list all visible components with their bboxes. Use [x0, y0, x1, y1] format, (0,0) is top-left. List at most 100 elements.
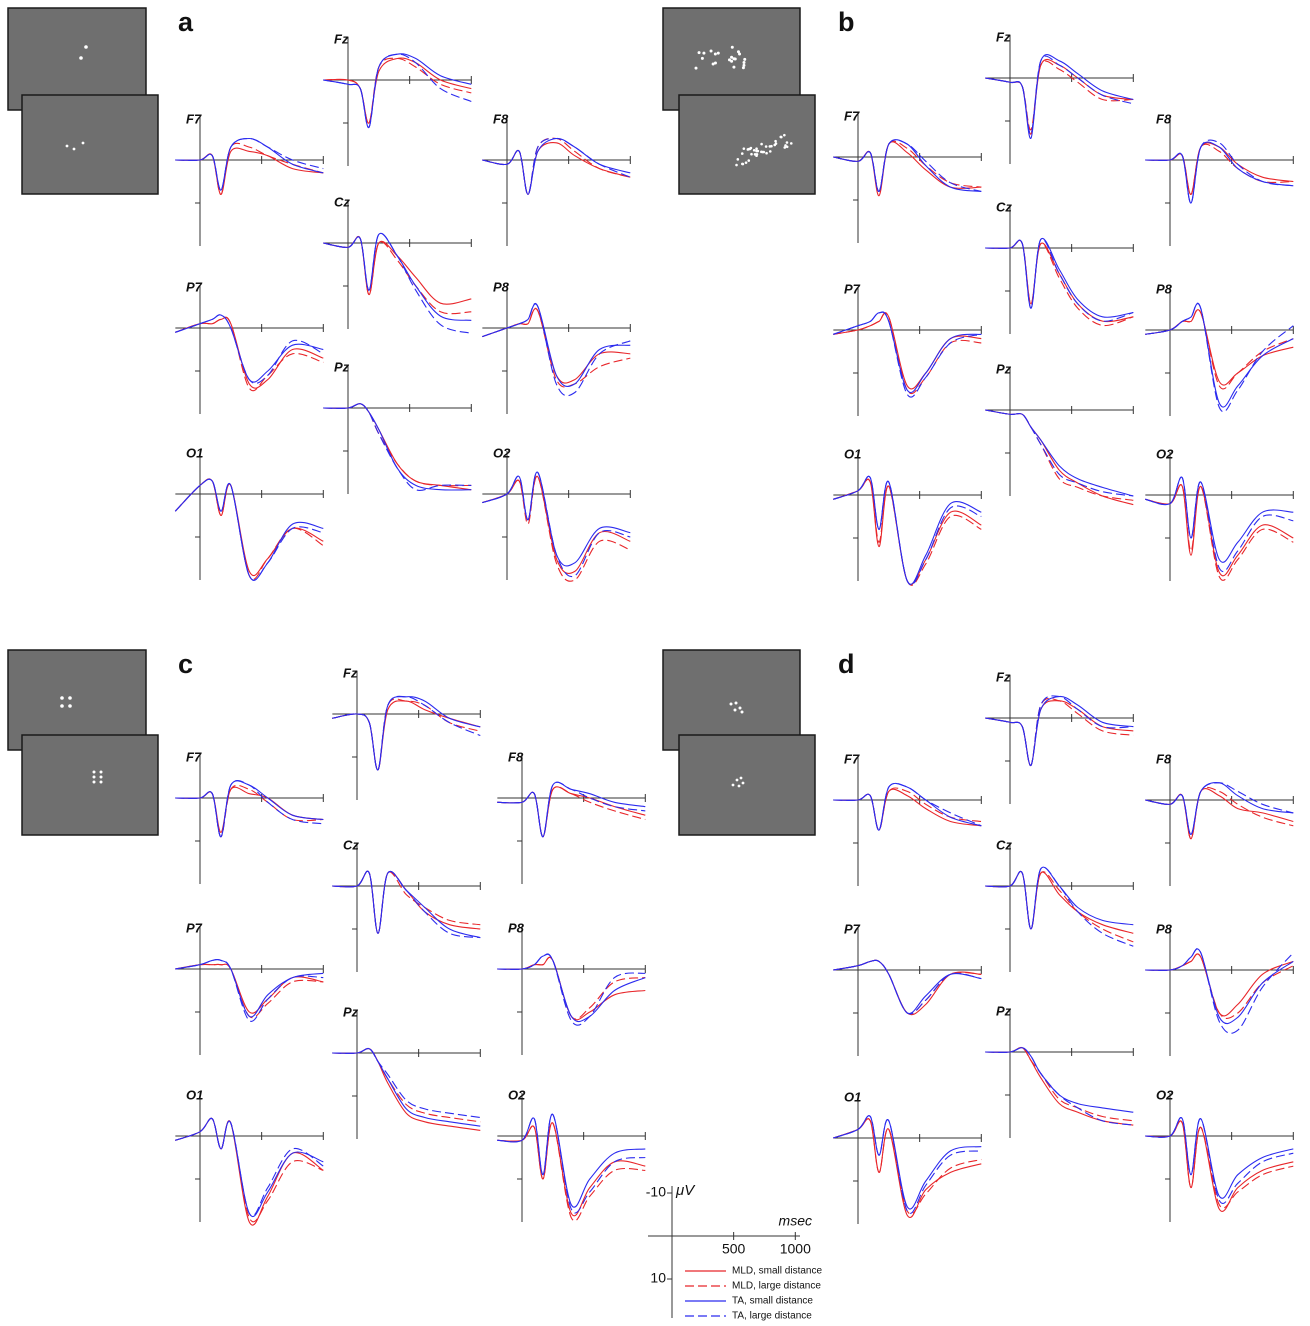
panel-label: a [178, 7, 194, 37]
x-tick-label: 1000 [780, 1241, 811, 1257]
erp-plot: F7 [175, 111, 324, 246]
waveform [985, 60, 1134, 131]
waveform [175, 959, 324, 1018]
waveform [497, 1122, 646, 1217]
waveform [985, 695, 1134, 766]
waveform [833, 959, 982, 1015]
waveform [497, 786, 646, 838]
waveform [1145, 476, 1294, 563]
stimulus-dot [65, 144, 69, 148]
waveform [482, 303, 631, 388]
waveform [175, 963, 324, 1014]
stimulus-dot [752, 148, 756, 152]
waveform [332, 1047, 481, 1119]
waveform [482, 137, 631, 195]
waveform [985, 1047, 1134, 1113]
erp-plot: F8 [482, 111, 631, 246]
waveform [174, 478, 324, 581]
waveform [1145, 476, 1294, 573]
electrode-label: Cz [996, 199, 1012, 214]
waveform [482, 471, 631, 567]
stimulus-dot [773, 143, 777, 147]
waveform [323, 403, 472, 491]
waveform [985, 54, 1134, 139]
waveform [332, 870, 481, 934]
stimulus-dot [755, 149, 758, 153]
stimulus-dot [711, 62, 715, 66]
stimulus-dot [738, 52, 742, 56]
erp-plot: Cz [332, 837, 481, 972]
waveform [482, 137, 631, 195]
waveform [323, 57, 472, 124]
erp-plot: O1 [833, 446, 982, 586]
stimulus-dot [755, 154, 758, 158]
waveform [323, 232, 472, 321]
electrode-label: F7 [844, 108, 860, 123]
stimulus-dot [742, 61, 746, 65]
stimulus-dot [713, 61, 717, 65]
x-unit: msec [779, 1213, 812, 1229]
electrode-label: O1 [186, 445, 203, 460]
stimulus-dot [694, 66, 698, 70]
stimulus-screen [662, 649, 801, 751]
legend-label: MLD, large distance [732, 1281, 821, 1292]
electrode-label: O1 [844, 446, 861, 461]
waveform [1145, 788, 1294, 840]
waveform [175, 1117, 324, 1217]
stimulus-dot [742, 63, 746, 67]
stimulus-dot [697, 51, 701, 55]
electrode-label: Fz [334, 31, 349, 46]
waveform [833, 475, 982, 585]
waveform [175, 1117, 324, 1217]
electrode-label: O2 [493, 445, 511, 460]
erp-plot: O2 [1145, 446, 1294, 581]
stimulus-dot [727, 58, 731, 62]
waveform [985, 1046, 1134, 1122]
stimulus-dot [60, 704, 64, 708]
stimulus-dot [731, 783, 735, 787]
y-tick-label: 10 [650, 1270, 666, 1286]
stimulus-dot [750, 152, 753, 156]
waveform [323, 53, 472, 128]
stimulus-dot [774, 139, 777, 143]
stimulus-dot [68, 704, 72, 708]
waveform [1145, 484, 1294, 581]
stimulus-dot [760, 150, 763, 154]
waveform [175, 780, 324, 838]
stimulus-dot [702, 51, 706, 55]
electrode-label: O2 [508, 1087, 526, 1102]
waveform [833, 1115, 982, 1210]
waveform [175, 314, 324, 383]
stimulus-dot [81, 141, 85, 145]
stimulus-dot [730, 45, 734, 49]
waveform [1145, 782, 1294, 835]
waveform [833, 311, 982, 393]
electrode-label: Fz [996, 29, 1011, 44]
waveform [985, 1046, 1134, 1126]
stimulus-dot [768, 150, 772, 153]
stimulus-dot [741, 66, 745, 70]
stimulus-dot [729, 702, 733, 706]
electrode-label: Pz [996, 1003, 1012, 1018]
waveform [175, 1117, 324, 1226]
electrode-label: O1 [186, 1087, 203, 1102]
waveform [985, 866, 1134, 947]
stimulus-dot [84, 45, 88, 49]
erp-plot: F7 [175, 749, 324, 884]
electrode-label: P8 [1156, 281, 1173, 296]
electrode-label: P7 [186, 279, 203, 294]
erp-plot: Fz [323, 31, 472, 166]
waveform [833, 311, 982, 398]
erp-plot: Cz [985, 837, 1134, 972]
waveform [482, 476, 631, 582]
stimulus-dot [92, 780, 96, 784]
electrode-label: P8 [508, 920, 525, 935]
waveform [833, 1115, 982, 1214]
stimulus-dot [99, 770, 103, 774]
waveform [323, 232, 472, 334]
waveform [1145, 786, 1294, 840]
stimulus-dot [755, 147, 758, 151]
waveform [332, 870, 481, 939]
